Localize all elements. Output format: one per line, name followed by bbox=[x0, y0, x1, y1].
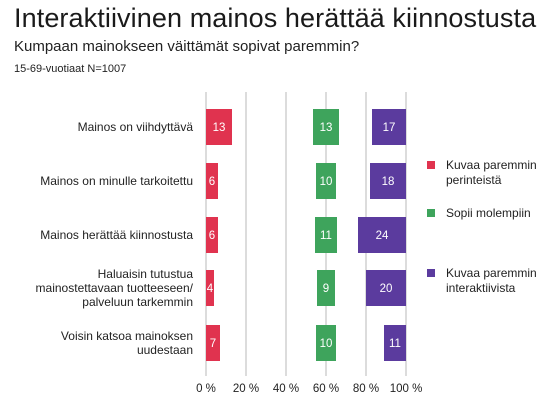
x-tick-label: 80 % bbox=[353, 383, 379, 395]
legend-swatch bbox=[427, 269, 435, 277]
legend-label: Kuvaa paremmin perinteistä bbox=[446, 158, 537, 187]
data-label: 17 bbox=[383, 122, 396, 134]
data-label: 13 bbox=[320, 122, 333, 134]
chart-title: Interaktiivinen mainos herättää kiinnost… bbox=[14, 3, 537, 33]
legend-swatch bbox=[427, 161, 435, 169]
legend: Kuvaa paremmin perinteistä Sopii molempiin… bbox=[427, 158, 537, 295]
bar bbox=[366, 270, 406, 306]
data-label: 7 bbox=[210, 338, 216, 350]
data-label: 24 bbox=[376, 230, 389, 242]
bar bbox=[384, 325, 406, 361]
category-label: Voisin katsoa mainoksen uudestaan bbox=[61, 329, 193, 357]
category-label: Mainos herättää kiinnostusta bbox=[40, 228, 193, 242]
legend-label: Sopii molempiin bbox=[446, 206, 531, 220]
data-label: 4 bbox=[207, 283, 214, 295]
sample-note: 15-69-vuotiaat N=1007 bbox=[14, 63, 127, 75]
data-label: 18 bbox=[382, 176, 395, 188]
bars: 13 6 6 4 7 13 10 11 9 10 17 18 24 20 11 bbox=[206, 109, 406, 361]
x-tick-label: 40 % bbox=[273, 383, 299, 395]
bar bbox=[206, 163, 218, 199]
category-label: Mainos on viihdyttävä bbox=[78, 120, 194, 134]
data-label: 11 bbox=[320, 230, 332, 242]
data-label: 20 bbox=[380, 283, 393, 295]
bar bbox=[316, 325, 336, 361]
category-label: Haluaisin tutustua mainostettavaan tuotte… bbox=[36, 267, 194, 309]
data-label: 10 bbox=[320, 176, 333, 188]
bar bbox=[206, 109, 232, 145]
data-label: 10 bbox=[320, 338, 333, 350]
bar bbox=[206, 270, 214, 306]
data-label: 9 bbox=[323, 283, 329, 295]
x-tick-label: 0 % bbox=[196, 383, 216, 395]
bar bbox=[316, 163, 336, 199]
legend-label: Kuvaa paremmin interaktiivista bbox=[446, 266, 537, 295]
bar bbox=[372, 109, 406, 145]
data-label: 6 bbox=[209, 230, 215, 242]
x-tick-labels: 0 % 20 % 40 % 60 % 80 % 100 % bbox=[196, 383, 422, 395]
x-tick-label: 60 % bbox=[313, 383, 339, 395]
bar bbox=[317, 270, 335, 306]
category-labels: Mainos on viihdyttävä Mainos on minulle t… bbox=[36, 120, 194, 357]
category-label: Mainos on minulle tarkoitettu bbox=[40, 174, 193, 188]
x-tick-label: 100 % bbox=[390, 383, 423, 395]
bar bbox=[206, 325, 220, 361]
bar bbox=[358, 217, 406, 253]
bar bbox=[315, 217, 337, 253]
x-tick-label: 20 % bbox=[233, 383, 259, 395]
bar bbox=[370, 163, 406, 199]
data-label: 13 bbox=[213, 122, 226, 134]
chart-subtitle: Kumpaan mainokseen väittämät sopivat par… bbox=[14, 38, 360, 55]
data-label: 11 bbox=[389, 338, 401, 350]
bar bbox=[206, 217, 218, 253]
legend-swatch bbox=[427, 209, 435, 217]
bar bbox=[313, 109, 339, 145]
data-label: 6 bbox=[209, 176, 215, 188]
